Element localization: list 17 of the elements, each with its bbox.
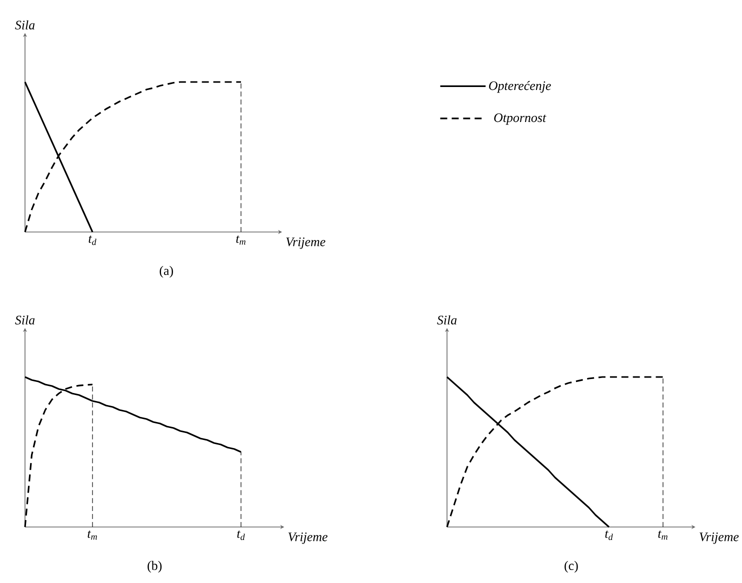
x-tick-label: t$_{d}$ [88, 236, 96, 246]
y-axis-title: Sila [437, 315, 457, 324]
x-tick-label: t$_{m}$ [88, 530, 97, 540]
text: (b) [148, 560, 162, 573]
x-tick-label: t$_{m}$ [236, 236, 246, 245]
legend-label: Opterećenje [489, 80, 551, 93]
y-axis-title: Sila [15, 315, 35, 324]
x-tick-label: t$_{d}$ [237, 530, 245, 540]
x-axis-title: Vrijeme [288, 532, 328, 544]
x-axis-title: Vrijeme [286, 238, 326, 249]
x-tick-label: t$_{m}$ [658, 530, 668, 540]
x-tick-label: t$_{d}$ [605, 530, 613, 540]
text: (c) [564, 560, 578, 573]
text: (a) [160, 266, 173, 278]
y-axis-title: Sila [15, 20, 35, 30]
legend-label: Otpornost [494, 113, 546, 125]
x-axis-title: Vrijeme [700, 532, 739, 544]
